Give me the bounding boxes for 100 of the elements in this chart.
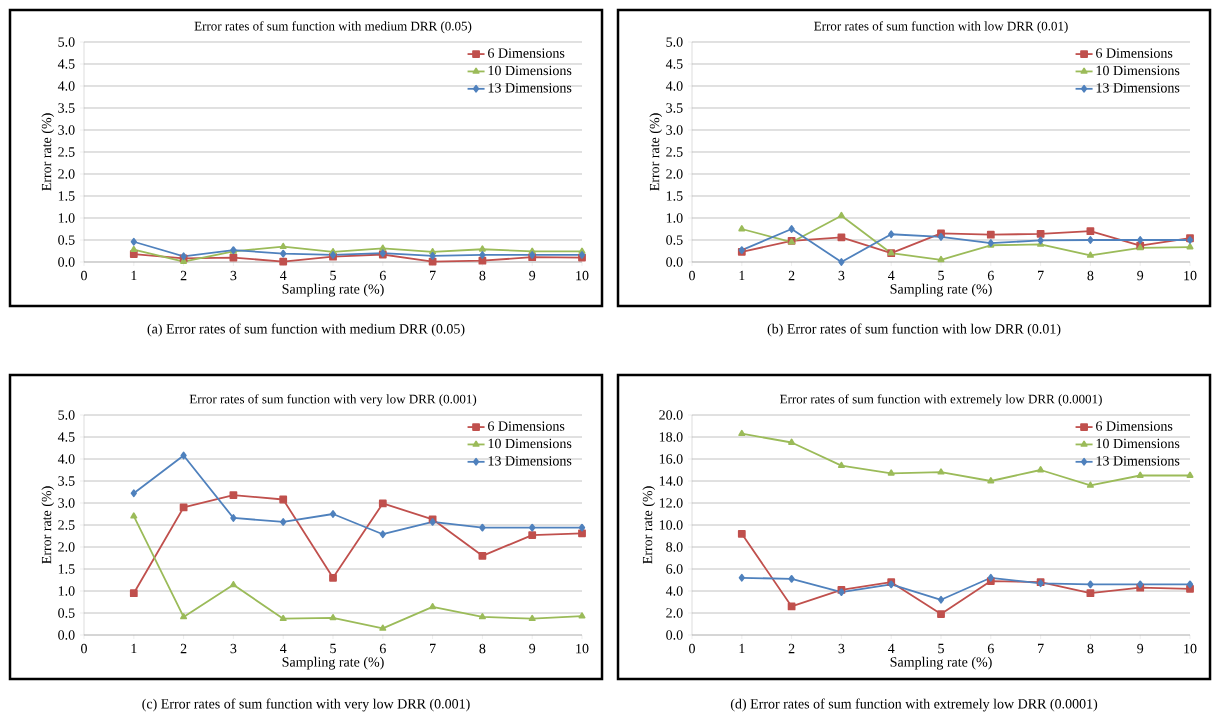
x-tick-label: 2	[180, 643, 187, 654]
x-tick-label: 3	[838, 270, 845, 281]
y-tick-label: 0.0	[58, 630, 75, 640]
y-tick-label: 5.0	[58, 410, 75, 420]
x-tick-label: 10	[576, 270, 589, 281]
y-tick-label: 2.5	[58, 520, 75, 530]
x-tick-label: 10	[1184, 270, 1197, 281]
x-tick-label: 3	[838, 643, 845, 654]
y-tick-label: 1.5	[58, 191, 75, 201]
y-tick-label: 3.0	[58, 498, 75, 508]
x-tick-label: 6	[987, 643, 994, 654]
legend-label: 13 Dimensions	[1096, 456, 1180, 466]
y-tick-label: 1.5	[58, 564, 75, 574]
y-tick-label: 4.5	[665, 59, 683, 69]
x-tick-label: 5	[938, 643, 944, 654]
x-tick-label: 0	[689, 270, 695, 281]
x-tick-label: 6	[379, 643, 386, 654]
y-tick-label: 0.0	[58, 257, 75, 267]
y-tick-label: 1.0	[58, 586, 75, 596]
x-axis-title: Sampling rate (%)	[282, 656, 384, 670]
x-tick-label: 8	[479, 643, 486, 654]
x-tick-label: 5	[330, 643, 336, 654]
y-tick-label: 2.5	[666, 147, 683, 157]
text: (a) Error rates of sum function with medium DRR (0.05)	[147, 323, 465, 337]
y-tick-label: 2.0	[58, 169, 75, 179]
x-tick-label: 4	[279, 270, 287, 281]
y-tick-label: 3.0	[58, 125, 75, 135]
y-tick-label: 10.0	[659, 520, 683, 530]
legend-label: 10 Dimensions	[1096, 65, 1180, 76]
y-tick-label: 6.0	[666, 564, 683, 574]
x-tick-label: 2	[180, 270, 187, 281]
y-axis-title: Error rate (%)	[41, 486, 55, 564]
x-tick-label: 4	[279, 643, 287, 654]
x-tick-label: 7	[430, 643, 436, 654]
y-axis-title: Error rate (%)	[41, 113, 55, 191]
y-tick-label: 1.0	[58, 213, 75, 223]
x-tick-label: 9	[1137, 643, 1144, 654]
legend-label: 6 Dimensions	[1096, 421, 1173, 431]
legend-label: 13 Dimensions	[488, 456, 572, 466]
x-tick-label: 0	[81, 643, 87, 654]
x-tick-label: 8	[1087, 643, 1094, 654]
x-tick-label: 8	[1087, 270, 1094, 281]
y-tick-label: 3.5	[58, 103, 75, 113]
x-tick-label: 4	[887, 643, 895, 654]
legend-label: 13 Dimensions	[1096, 83, 1180, 93]
y-axis-title: Error rate (%)	[649, 113, 663, 191]
x-tick-label: 1	[739, 270, 745, 281]
y-tick-label: 3.5	[58, 476, 75, 486]
legend-label: 6 Dimensions	[1096, 48, 1173, 58]
x-axis-title: Sampling rate (%)	[282, 283, 384, 297]
text: (c) Error rates of sum function with very low DRR (0.001)	[142, 698, 470, 712]
legend-label: 6 Dimensions	[488, 48, 565, 58]
legend-label: 6 Dimensions	[488, 421, 565, 431]
y-tick-label: 2.0	[666, 169, 683, 179]
y-tick-label: 2.5	[58, 147, 75, 157]
y-tick-label: 5.0	[666, 37, 683, 47]
y-tick-label: 18.0	[659, 432, 683, 442]
x-tick-label: 7	[430, 270, 436, 281]
x-tick-label: 1	[131, 270, 137, 281]
chart-title: Error rates of sum function with low DRR (0.01)	[814, 21, 1068, 34]
y-tick-label: 2.0	[58, 542, 75, 552]
y-tick-label: 8.0	[666, 542, 683, 552]
chart-title: Error rates of sum function with extremely low DRR (0.0001)	[780, 394, 1102, 407]
y-tick-label: 2.0	[666, 608, 683, 618]
x-tick-label: 4	[887, 270, 895, 281]
x-tick-label: 3	[230, 643, 237, 654]
x-axis-title: Sampling rate (%)	[890, 283, 992, 297]
y-tick-label: 4.0	[665, 586, 683, 596]
x-tick-label: 5	[330, 270, 336, 281]
y-tick-label: 4.0	[57, 81, 75, 91]
y-tick-label: 20.0	[659, 410, 683, 420]
x-tick-label: 7	[1038, 270, 1044, 281]
x-tick-label: 6	[987, 270, 994, 281]
x-tick-label: 10	[1184, 643, 1197, 654]
x-tick-label: 1	[739, 643, 745, 654]
y-tick-label: 0.0	[666, 257, 683, 267]
y-tick-label: 0.5	[58, 235, 75, 245]
x-tick-label: 1	[131, 643, 137, 654]
y-tick-label: 1.5	[666, 191, 683, 201]
y-tick-label: 14.0	[659, 476, 683, 486]
x-tick-label: 2	[788, 643, 795, 654]
legend-label: 10 Dimensions	[488, 65, 572, 76]
chart-title: Error rates of sum function with medium DRR (0.05)	[194, 21, 472, 34]
x-tick-label: 9	[1137, 270, 1144, 281]
x-tick-label: 8	[479, 270, 486, 281]
y-tick-label: 16.0	[659, 454, 683, 464]
legend-label: 13 Dimensions	[488, 83, 572, 93]
y-tick-label: 5.0	[58, 37, 75, 47]
x-tick-label: 0	[689, 643, 695, 654]
x-tick-label: 0	[81, 270, 87, 281]
x-tick-label: 7	[1038, 643, 1044, 654]
legend-label: 10 Dimensions	[488, 438, 572, 449]
x-tick-label: 5	[938, 270, 944, 281]
y-tick-label: 1.0	[666, 213, 683, 223]
y-tick-label: 12.0	[659, 498, 683, 508]
legend-label: 10 Dimensions	[1096, 438, 1180, 449]
x-tick-label: 9	[529, 270, 536, 281]
x-tick-label: 2	[788, 270, 795, 281]
y-tick-label: 4.5	[57, 59, 75, 69]
x-tick-label: 10	[576, 643, 589, 654]
